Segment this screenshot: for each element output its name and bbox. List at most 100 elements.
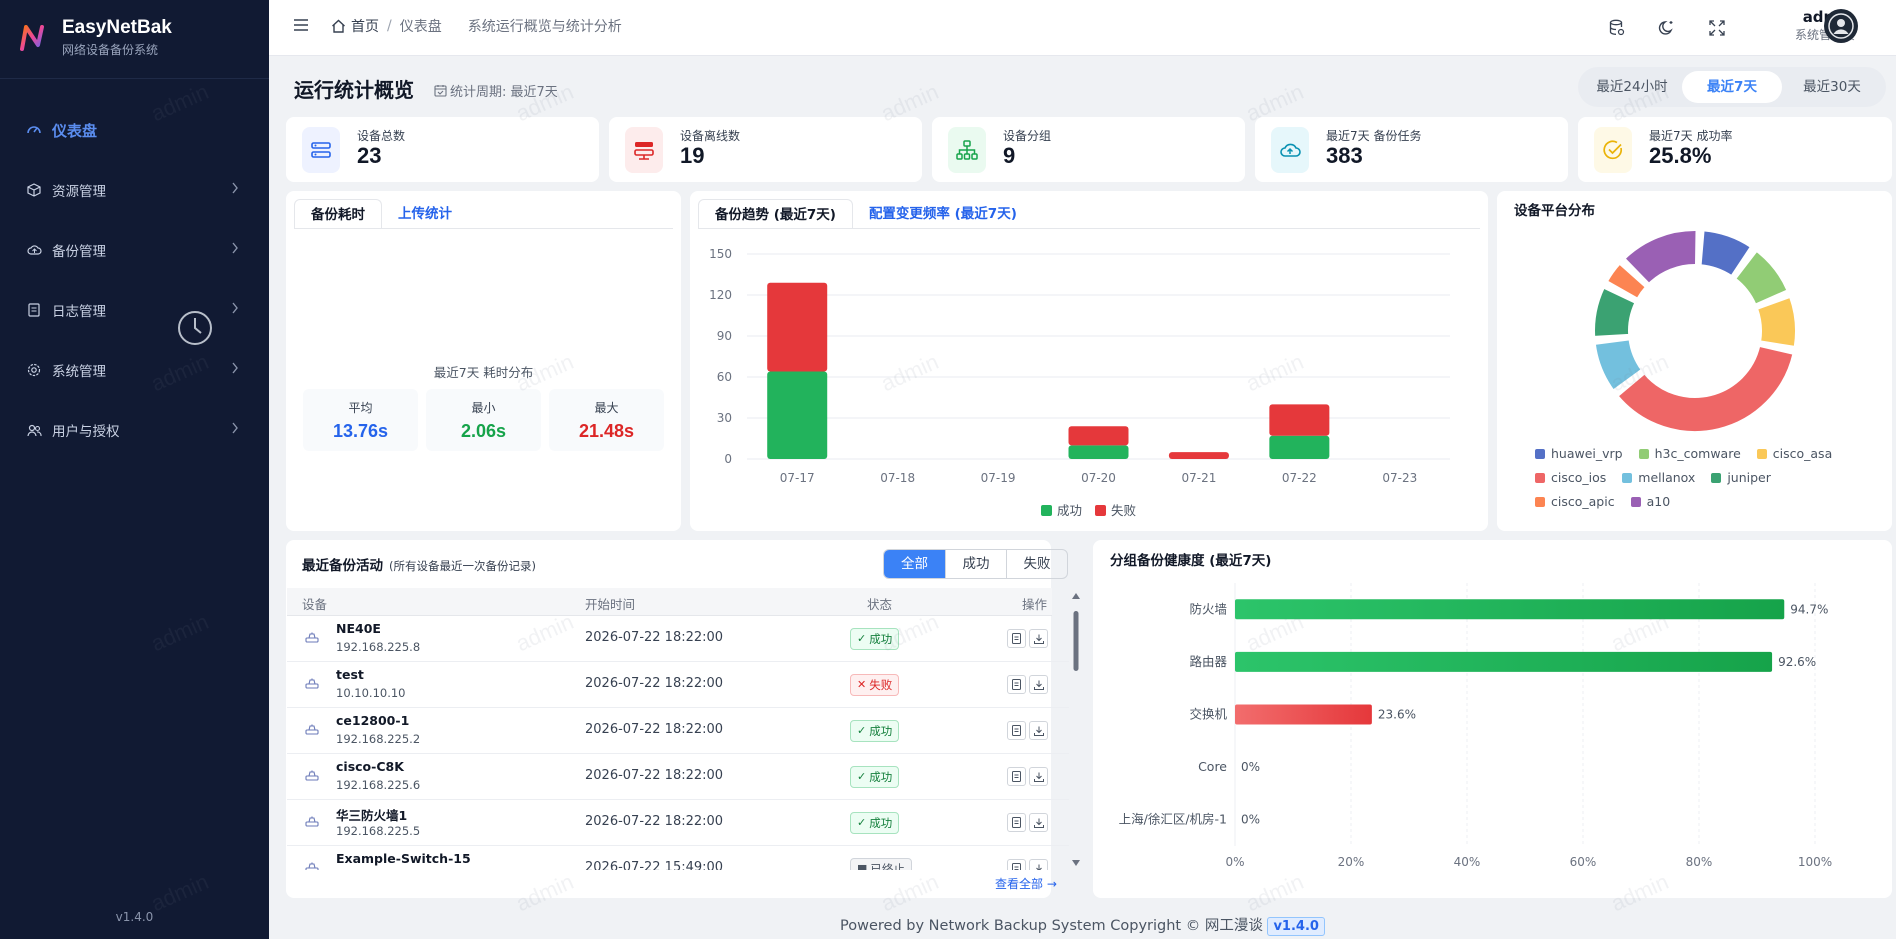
table-row[interactable]: 华三防火墙1 192.168.225.5 2026-07-22 18:22:00 ✓ 成… [287, 800, 1069, 846]
status-badge: ✓ 成功 [850, 628, 900, 650]
legend-item-juniper[interactable]: juniper [1711, 470, 1771, 485]
database-settings-icon[interactable] [1605, 16, 1629, 40]
legend-item-cisco_apic[interactable]: cisco_apic [1535, 494, 1615, 509]
topbar: 首页 / 仪表盘 系统运行概览与统计分析 admin 系统管理员 [269, 0, 1896, 56]
download-button[interactable] [1029, 859, 1048, 870]
table-row[interactable]: cisco-C8K 192.168.225.6 2026-07-22 18:22:0… [287, 754, 1069, 800]
filter-success-button[interactable]: 成功 [945, 550, 1006, 578]
device-name[interactable]: NE40E [336, 621, 381, 636]
activity-scrollbar[interactable] [1071, 590, 1081, 870]
brand[interactable]: EasyNetBak 网络设备备份系统 [18, 17, 172, 58]
status-label: 成功 [869, 816, 893, 830]
view-config-button[interactable] [1007, 813, 1026, 832]
sidebar-item-logs[interactable]: 日志管理 [0, 280, 269, 340]
tab-backup-trend[interactable]: 备份趋势 (最近7天) [698, 199, 853, 229]
legend-item-cisco_asa[interactable]: cisco_asa [1756, 446, 1832, 461]
status-badge: ✓ 成功 [850, 766, 900, 788]
legend-item-huawei_vrp[interactable]: huawei_vrp [1535, 446, 1623, 461]
chevron-right-icon [232, 182, 238, 194]
download-button[interactable] [1029, 675, 1048, 694]
legend-swatch [1535, 496, 1545, 507]
tab-config-change[interactable]: 配置变更频率 (最近7天) [868, 206, 1017, 222]
x-tick-label: 07-20 [1081, 471, 1116, 485]
duration-avg-value: 13.76s [332, 421, 389, 441]
home-icon [332, 19, 345, 33]
tab-backup-duration[interactable]: 备份耗时 [294, 199, 382, 229]
y-tick-label: 120 [709, 288, 732, 302]
fullscreen-icon[interactable] [1705, 16, 1729, 40]
download-button[interactable] [1029, 629, 1048, 648]
x-tick-label: 07-23 [1382, 471, 1417, 485]
stat-card-backup-tasks[interactable]: 最近7天 备份任务 383 [1255, 117, 1568, 182]
legend-item-h3c_comware[interactable]: h3c_comware [1638, 446, 1741, 461]
stat-card-devices[interactable]: 设备总数 23 [286, 117, 599, 182]
stat-card-offline[interactable]: 设备离线数 19 [609, 117, 922, 182]
device-name[interactable]: cisco-C8K [336, 759, 404, 774]
download-button[interactable] [1029, 767, 1048, 786]
range-24h-button[interactable]: 最近24小时 [1596, 79, 1668, 95]
data-label: 0% [1241, 813, 1260, 827]
col-start-time: 开始时间 [585, 597, 636, 612]
table-row[interactable]: NE40E 192.168.225.8 2026-07-22 18:22:00 ✓ 成功 [287, 616, 1069, 662]
sidebar-item-label: 备份管理 [52, 244, 106, 260]
legend-swatch [1630, 496, 1641, 507]
stat-card-success-rate[interactable]: 最近7天 成功率 25.8% [1578, 117, 1892, 182]
stat-period-label: 统计周期: 最近7天 [450, 85, 558, 100]
device-name[interactable]: 华三防火墙1 [336, 808, 408, 823]
chevron-right-icon [232, 362, 238, 374]
device-name[interactable]: ce12800-1 [336, 713, 410, 728]
stat-value: 23 [357, 143, 382, 168]
download-button[interactable] [1029, 721, 1048, 740]
time-range-selector: 最近24小时 最近7天 最近30天 [1578, 67, 1886, 107]
view-config-button[interactable] [1007, 629, 1026, 648]
users-icon [26, 422, 42, 438]
device-ip: 192.168.225.5 [336, 824, 421, 838]
x-tick-label: 20% [1338, 855, 1365, 869]
legend-item-a10[interactable]: a10 [1630, 494, 1670, 509]
view-config-button[interactable] [1007, 767, 1026, 786]
filter-all-button[interactable]: 全部 [884, 550, 945, 578]
filter-failed-button[interactable]: 失败 [1006, 550, 1067, 578]
slice-h3c_comware [1734, 249, 1789, 306]
view-all-link[interactable]: 查看全部 → [995, 877, 1057, 891]
row-actions [1007, 675, 1051, 694]
view-config-button[interactable] [1007, 675, 1026, 694]
legend-label: 成功 [1057, 503, 1082, 518]
sidebar-item-resources[interactable]: 资源管理 [0, 160, 269, 220]
platform-chart-title: 设备平台分布 [1514, 203, 1595, 219]
device-name[interactable]: test [336, 667, 364, 682]
device-icon [305, 770, 319, 781]
table-row[interactable]: Example-Switch-15 2026-07-22 15:49:00 ■ 已终止 [287, 846, 1069, 870]
scrollbar-track [1072, 593, 1080, 866]
range-7d-button[interactable]: 最近7天 [1682, 71, 1782, 103]
breadcrumb-home[interactable]: 首页 [331, 16, 379, 36]
page-description: 系统运行概览与统计分析 [467, 19, 622, 35]
legend-item-mellanox[interactable]: mellanox [1622, 470, 1695, 485]
activity-table-body[interactable]: NE40E 192.168.225.8 2026-07-22 18:22:00 ✓ 成功… [287, 616, 1069, 870]
sidebar-item-label: 用户与授权 [52, 424, 120, 440]
sidebar-item-backup[interactable]: 备份管理 [0, 220, 269, 280]
stat-card-groups[interactable]: 设备分组 9 [932, 117, 1245, 182]
table-row[interactable]: test 10.10.10.10 2026-07-22 18:22:00 ✕ 失败 [287, 662, 1069, 708]
table-row[interactable]: ce12800-1 192.168.225.2 2026-07-22 18:22:0… [287, 708, 1069, 754]
file-icon [1012, 679, 1021, 690]
row-actions [1007, 813, 1051, 832]
duration-avg: 平均 13.76s [303, 389, 418, 451]
dark-mode-icon[interactable] [1655, 16, 1679, 40]
sidebar-item-system[interactable]: 系统管理 [0, 340, 269, 400]
tab-upload-stats[interactable]: 上传统计 [398, 206, 452, 222]
stat-period: 统计周期: 最近7天 [434, 81, 558, 100]
device-name[interactable]: Example-Switch-15 [336, 851, 471, 866]
download-button[interactable] [1029, 813, 1048, 832]
view-config-button[interactable] [1007, 721, 1026, 740]
sidebar-item-users[interactable]: 用户与授权 [0, 400, 269, 460]
range-30d-button[interactable]: 最近30天 [1803, 79, 1861, 95]
avatar[interactable] [1824, 9, 1858, 43]
calendar-icon [434, 85, 447, 97]
sidebar-item-dashboard[interactable]: 仪表盘 [0, 100, 269, 160]
chevron-right-icon [232, 242, 238, 254]
view-config-button[interactable] [1007, 859, 1026, 870]
legend-item-cisco_ios[interactable]: cisco_ios [1535, 470, 1606, 485]
sidebar-version: v1.4.0 [115, 910, 154, 924]
menu-toggle-icon[interactable] [293, 18, 309, 32]
